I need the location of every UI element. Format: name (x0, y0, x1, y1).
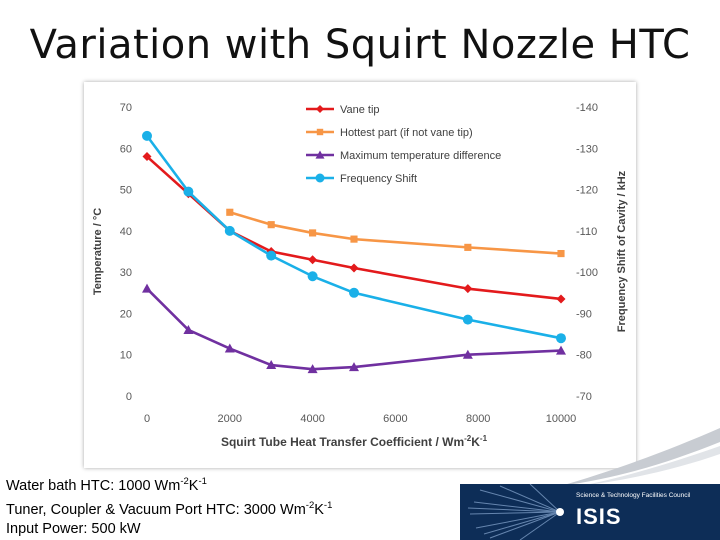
data-point-2 (226, 208, 234, 216)
y-right-tick-label: -70 (576, 391, 592, 403)
y-right-tick-label: -80 (576, 350, 592, 362)
y-right-tick-label: -100 (576, 267, 598, 279)
notes: Water bath HTC: 1000 Wm-2K-1 Tuner, Coup… (6, 472, 332, 539)
data-point-4 (556, 333, 566, 344)
y-right-tick-label: -140 (576, 102, 598, 114)
x-tick-label: 6000 (383, 413, 407, 425)
chart-frame: 0 10 20 30 40 50 60 70 -70 -80 -90 -100 -110 -120 -130… (84, 82, 636, 468)
y-left-tick-label: 40 (120, 226, 132, 238)
y-right-tick-label: -110 (576, 226, 597, 238)
y-left-tick-label: 20 (120, 308, 132, 320)
data-point-2 (267, 221, 275, 229)
data-point-3 (183, 324, 194, 334)
y-left-tick-label: 60 (120, 143, 132, 155)
y-right-tick-label: -90 (576, 308, 592, 320)
data-point-3 (142, 283, 152, 293)
data-point-4 (462, 314, 473, 325)
data-point-1 (349, 263, 359, 273)
data-point-4 (307, 271, 318, 282)
data-point-4 (224, 225, 235, 236)
data-point-1 (463, 284, 473, 294)
legend-label-4: Frequency Shift (340, 173, 417, 185)
note-tuner: Tuner, Coupler & Vacuum Port HTC: 3000 W… (6, 499, 333, 518)
data-point-3 (224, 343, 235, 353)
x-tick-label: 10000 (546, 413, 577, 425)
x-tick-label: 0 (144, 413, 150, 425)
data-point-2 (557, 249, 565, 258)
x-tick-label: 8000 (466, 413, 490, 425)
y-right-tick-label: -130 (576, 143, 598, 155)
council-name: Science & Technology Facilities Council (576, 492, 691, 499)
y-right-tick-label: -120 (576, 185, 598, 197)
data-point-2 (464, 243, 472, 251)
legend-label-1: Vane tip (340, 104, 380, 116)
legend-marker-1 (315, 104, 325, 114)
slide-title: Variation with Squirt Nozzle HTC (29, 22, 691, 68)
data-point-3 (307, 364, 318, 374)
y-left-tick-label: 0 (126, 391, 132, 403)
logo-panel (460, 484, 720, 540)
legend-marker-4 (315, 173, 325, 183)
y-left-axis-label: Temperature / °C (92, 208, 104, 295)
data-point-1 (308, 255, 318, 265)
x-tick-label: 2000 (218, 413, 242, 425)
data-point-3 (462, 349, 473, 359)
series-line-3 (146, 287, 562, 371)
line-chart: 0 10 20 30 40 50 60 70 -70 -80 -90 -100 -110 -120 -130… (92, 102, 628, 449)
swoosh-graphic (560, 428, 720, 486)
legend-label-2: Hottest part (if not vane tip) (340, 127, 473, 139)
starburst-icon (467, 484, 564, 540)
note-power: Input Power: 500 kW (6, 520, 141, 537)
data-point-2 (309, 229, 317, 237)
y-right-axis-label: Frequency Shift of Cavity / kHz (616, 170, 628, 332)
data-point-4 (349, 287, 359, 298)
legend-marker-2 (316, 128, 324, 136)
y-left-tick-label: 30 (120, 267, 132, 279)
data-point-4 (266, 250, 277, 261)
series-line-2 (229, 211, 562, 255)
isis-logo-text: ISIS (576, 504, 622, 529)
note-water-bath: Water bath HTC: 1000 Wm-2K-1 (6, 476, 207, 494)
legend-label-3: Maximum temperature difference (340, 150, 501, 162)
y-left-tick-label: 10 (120, 350, 132, 362)
data-point-4 (142, 130, 152, 141)
data-point-1 (142, 152, 152, 162)
x-tick-label: 4000 (300, 413, 324, 425)
data-point-1 (556, 294, 566, 304)
y-left-tick-label: 50 (120, 185, 132, 197)
data-point-3 (349, 362, 359, 372)
data-point-3 (556, 345, 566, 355)
data-point-2 (350, 235, 358, 243)
legend-marker-3 (315, 150, 325, 159)
series-line-4 (145, 135, 562, 340)
x-axis-label: Squirt Tube Heat Transfer Coefficient / … (221, 434, 488, 449)
data-point-4 (183, 186, 194, 197)
data-point-3 (266, 360, 277, 370)
y-left-tick-label: 70 (120, 102, 132, 114)
